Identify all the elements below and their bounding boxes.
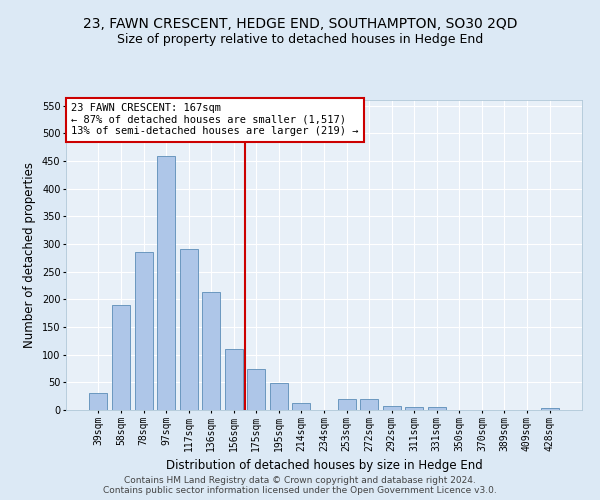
Text: Contains HM Land Registry data © Crown copyright and database right 2024.
Contai: Contains HM Land Registry data © Crown c…	[103, 476, 497, 495]
Bar	[247, 369, 265, 410]
Bar	[292, 403, 310, 410]
X-axis label: Distribution of detached houses by size in Hedge End: Distribution of detached houses by size …	[166, 459, 482, 472]
Text: 23, FAWN CRESCENT, HEDGE END, SOUTHAMPTON, SO30 2QD: 23, FAWN CRESCENT, HEDGE END, SOUTHAMPTO…	[83, 18, 517, 32]
Bar	[134, 252, 152, 410]
Bar	[202, 292, 220, 410]
Bar	[428, 407, 446, 410]
Text: 23 FAWN CRESCENT: 167sqm
← 87% of detached houses are smaller (1,517)
13% of sem: 23 FAWN CRESCENT: 167sqm ← 87% of detach…	[71, 103, 359, 136]
Bar	[360, 399, 378, 410]
Bar	[112, 305, 130, 410]
Text: Size of property relative to detached houses in Hedge End: Size of property relative to detached ho…	[117, 32, 483, 46]
Bar	[338, 399, 356, 410]
Y-axis label: Number of detached properties: Number of detached properties	[23, 162, 36, 348]
Bar	[405, 407, 423, 410]
Bar	[270, 384, 288, 410]
Bar	[541, 408, 559, 410]
Bar	[383, 406, 401, 410]
Bar	[179, 250, 198, 410]
Bar	[225, 349, 243, 410]
Bar	[157, 156, 175, 410]
Bar	[89, 394, 107, 410]
